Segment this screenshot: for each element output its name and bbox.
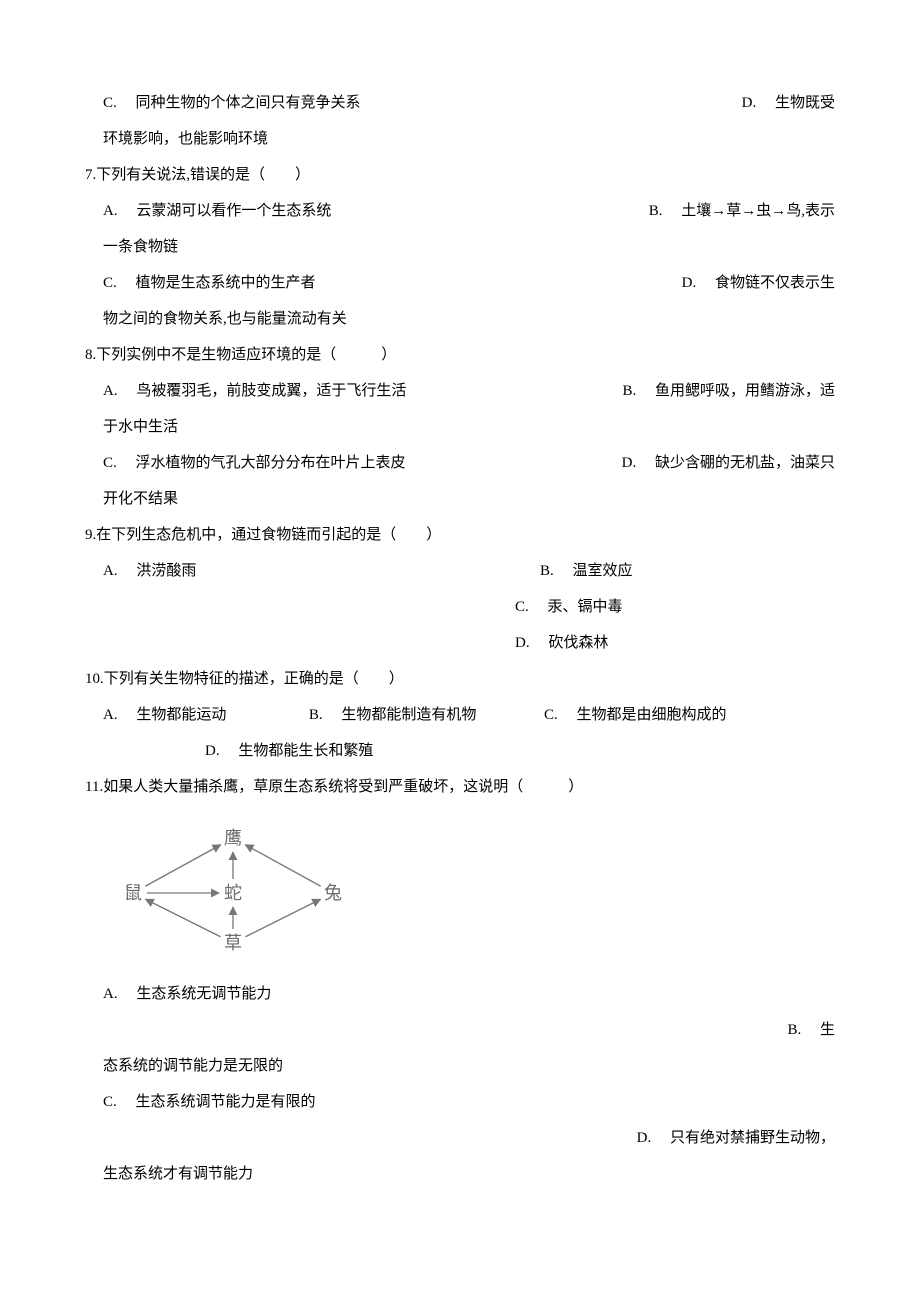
q11-b-label: B. <box>787 1022 801 1038</box>
q10-c-label: C. <box>544 707 558 723</box>
q7-b-text: 土壤→草→虫→鸟,表示 <box>681 203 835 219</box>
q10-d-text: 生物都能生长和繁殖 <box>238 743 373 759</box>
q10-c-text: 生物都是由细胞构成的 <box>576 707 726 723</box>
q8-stem: 8.下列实例中不是生物适应环境的是（ ） <box>85 337 835 373</box>
q7-b-label: B. <box>649 203 663 219</box>
q8-a-text: 鸟被覆羽毛，前肢变成翼，适于飞行生活 <box>136 383 406 399</box>
q10-abc: A. 生物都能运动 B. 生物都能制造有机物 C. 生物都是由细胞构成的 <box>103 697 835 733</box>
q7-a-label: A. <box>103 203 118 219</box>
q11-a: A. 生态系统无调节能力 <box>103 976 835 1012</box>
q6-d-cont: 环境影响，也能影响环境 <box>103 121 835 157</box>
q7-d-label: D. <box>682 275 697 291</box>
q7-stem: 7.下列有关说法,错误的是（ ） <box>85 157 835 193</box>
q8-d-text: 缺少含硼的无机盐，油菜只 <box>655 455 835 471</box>
q11-stem: 11.如果人类大量捕杀鹰，草原生态系统将受到严重破坏，这说明（ ） <box>85 769 835 805</box>
q10-d-label: D. <box>205 743 220 759</box>
q7-d-cont: 物之间的食物关系,也与能量流动有关 <box>103 301 835 337</box>
svg-text:鼠: 鼠 <box>124 883 142 903</box>
q9-d-text: 砍伐森林 <box>548 635 608 651</box>
q9-stem: 9.在下列生态危机中，通过食物链而引起的是（ ） <box>85 517 835 553</box>
q7-b-cont: 一条食物链 <box>103 229 835 265</box>
q6-c-text: 同种生物的个体之间只有竞争关系 <box>136 95 361 111</box>
q8-d-label: D. <box>622 455 637 471</box>
q9-d: D. 砍伐森林 <box>515 625 835 661</box>
q11-d: D. 只有绝对禁捕野生动物， <box>85 1120 835 1156</box>
q9-d-label: D. <box>515 635 530 651</box>
q7-c-text: 植物是生态系统中的生产者 <box>136 275 316 291</box>
q10-d: D. 生物都能生长和繁殖 <box>205 733 835 769</box>
q10-b-text: 生物都能制造有机物 <box>341 707 476 723</box>
q11-b-cont: 态系统的调节能力是无限的 <box>103 1048 835 1084</box>
q8-d-cont: 开化不结果 <box>103 481 835 517</box>
q8-a-label: A. <box>103 383 118 399</box>
q10-stem: 10.下列有关生物特征的描述，正确的是（ ） <box>85 661 835 697</box>
q9-c: C. 汞、镉中毒 <box>515 589 835 625</box>
q8-c-text: 浮水植物的气孔大部分分布在叶片上表皮 <box>136 455 406 471</box>
q7-a-text: 云蒙湖可以看作一个生态系统 <box>136 203 331 219</box>
q9-b-label: B. <box>540 563 554 579</box>
q8-b-text: 鱼用鳃呼吸，用鳍游泳，适 <box>655 383 835 399</box>
q10-a-text: 生物都能运动 <box>136 707 226 723</box>
q11-a-text: 生态系统无调节能力 <box>136 986 271 1002</box>
q11-c: C. 生态系统调节能力是有限的 <box>103 1084 835 1120</box>
q7-cd: C. 植物是生态系统中的生产者 D. 食物链不仅表示生 <box>103 265 835 301</box>
q7-d-text: 食物链不仅表示生 <box>715 275 835 291</box>
q11-c-label: C. <box>103 1094 117 1110</box>
q7-c-label: C. <box>103 275 117 291</box>
svg-text:鹰: 鹰 <box>224 828 242 848</box>
q9-c-label: C. <box>515 599 529 615</box>
q6-d-text: 生物既受 <box>775 95 835 111</box>
food-web-diagram: 草 鼠 蛇 兔 鹰 <box>103 813 383 968</box>
q9-ab: A. 洪涝酸雨 B. 温室效应 <box>103 553 835 589</box>
q8-c-label: C. <box>103 455 117 471</box>
q9-a-text: 洪涝酸雨 <box>136 563 196 579</box>
q7-ab: A. 云蒙湖可以看作一个生态系统 B. 土壤→草→虫→鸟,表示 <box>103 193 835 229</box>
q11-b: B. 生 <box>85 1012 835 1048</box>
q9-a-label: A. <box>103 563 118 579</box>
q11-c-text: 生态系统调节能力是有限的 <box>136 1094 316 1110</box>
q9-b-text: 温室效应 <box>573 563 633 579</box>
q10-b-label: B. <box>309 707 323 723</box>
q10-a-label: A. <box>103 707 118 723</box>
q8-b-cont: 于水中生活 <box>103 409 835 445</box>
svg-text:草: 草 <box>224 933 242 953</box>
q6-d-label: D. <box>742 95 757 111</box>
q9-c-text: 汞、镉中毒 <box>548 599 623 615</box>
q11-d-cont: 生态系统才有调节能力 <box>103 1156 835 1192</box>
q6-choice-c-d: C. 同种生物的个体之间只有竞争关系 D. 生物既受 <box>103 85 835 121</box>
svg-text:兔: 兔 <box>324 883 342 903</box>
q11-b-text: 生 <box>820 1022 835 1038</box>
q11-d-label: D. <box>637 1130 652 1146</box>
q8-ab: A. 鸟被覆羽毛，前肢变成翼，适于飞行生活 B. 鱼用鳃呼吸，用鳍游泳，适 <box>103 373 835 409</box>
q8-cd: C. 浮水植物的气孔大部分分布在叶片上表皮 D. 缺少含硼的无机盐，油菜只 <box>103 445 835 481</box>
q8-b-label: B. <box>622 383 636 399</box>
q6-c-label: C. <box>103 95 117 111</box>
q11-a-label: A. <box>103 986 118 1002</box>
svg-text:蛇: 蛇 <box>224 883 242 903</box>
q11-d-text: 只有绝对禁捕野生动物， <box>670 1130 835 1146</box>
